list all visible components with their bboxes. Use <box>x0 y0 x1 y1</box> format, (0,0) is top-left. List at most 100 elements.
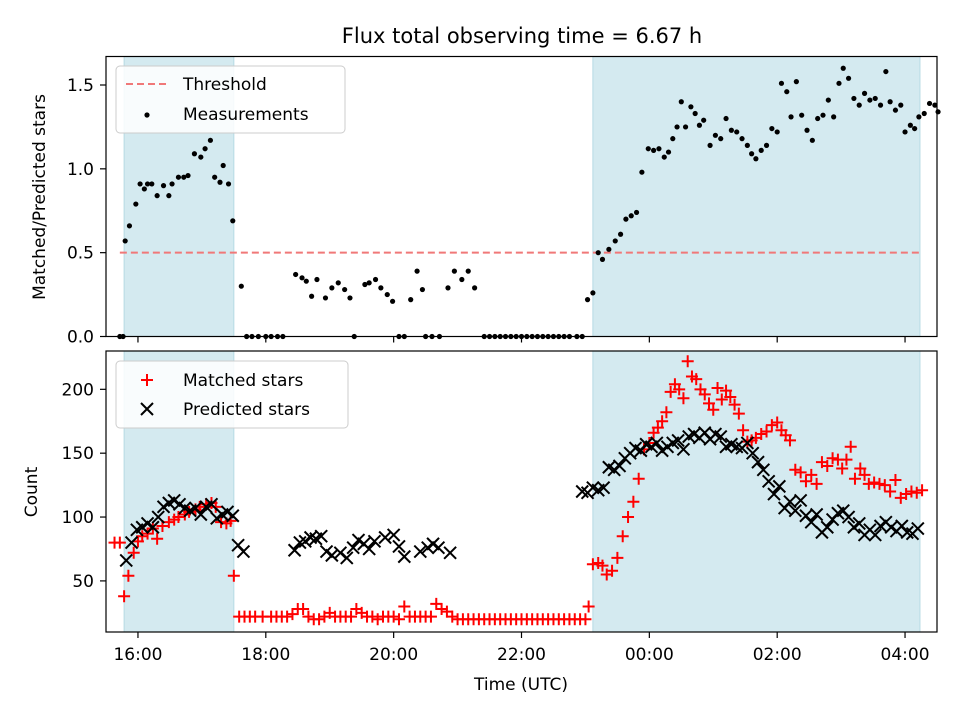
shaded-interval <box>592 350 921 633</box>
y-tick-label: 150 <box>62 444 94 464</box>
predicted-star-point <box>911 521 925 536</box>
measurement-point <box>820 112 826 118</box>
predicted-star-point <box>314 529 328 543</box>
matched-star-point <box>172 511 185 524</box>
measurement-point <box>230 218 236 224</box>
measurement-point <box>220 162 226 169</box>
measurement-point <box>314 276 320 283</box>
x-tick-label: 22:00 <box>497 645 546 665</box>
matched-star-point <box>771 416 784 429</box>
measurement-point <box>472 285 478 291</box>
matched-star-point <box>446 610 459 623</box>
measurement-point <box>299 275 305 281</box>
measurement-point <box>175 174 182 180</box>
measurement-point <box>678 99 684 105</box>
matched-star-point <box>690 373 703 386</box>
measurement-point <box>628 213 634 219</box>
matched-star-point <box>313 613 326 626</box>
matched-star-point <box>440 605 453 618</box>
matched-stars-series <box>108 355 929 626</box>
measurement-point <box>144 181 151 187</box>
matched-star-point <box>916 484 929 497</box>
matched-star-point <box>430 597 443 610</box>
measurement-point <box>623 216 629 222</box>
measurement-point <box>656 146 662 152</box>
matched-star-point <box>286 608 299 621</box>
predicted-star-point <box>676 442 691 457</box>
measurement-point <box>633 209 640 216</box>
bottom-panel: 50 100 150 200 16:00 18:00 20:00 22:00 00:00 02:… <box>22 350 938 695</box>
predicted-star-point <box>392 539 406 554</box>
predicted-star-point <box>443 546 457 560</box>
measurement-point <box>366 280 372 286</box>
measurement-point <box>902 129 908 135</box>
matched-star-point <box>656 415 669 428</box>
measurement-point <box>856 102 862 108</box>
measurement-point <box>309 293 315 299</box>
measurement-point <box>815 115 821 122</box>
legend-predicted-label: Predicted stars <box>183 400 310 420</box>
matched-star-point <box>765 419 778 432</box>
matched-star-point <box>392 613 405 626</box>
x-axis-label: Time (UTC) <box>473 675 568 695</box>
measurement-point <box>696 122 703 128</box>
x-tick-label: 02:00 <box>753 645 802 665</box>
measurement-point <box>718 136 724 142</box>
predicted-star-point <box>772 479 787 494</box>
bottom-shaded-intervals <box>123 350 921 633</box>
matched-star-point <box>371 613 384 626</box>
measurement-point <box>612 238 618 244</box>
measurement-point <box>181 174 187 180</box>
predicted-star-point <box>146 520 160 534</box>
matched-star-point <box>711 382 724 395</box>
measurement-point <box>734 129 740 135</box>
measurement-point <box>851 95 857 102</box>
measurement-point <box>645 146 651 152</box>
top-panel: 0.0 0.5 1.0 1.5 Matched/Predicted stars Thr… <box>30 55 941 348</box>
predicted-star-point <box>788 503 803 518</box>
measurement-point <box>867 97 873 103</box>
measurement-point <box>599 256 606 262</box>
top-y-axis-label: Matched/Predicted stars <box>30 94 50 300</box>
measurement-point <box>445 285 451 291</box>
predicted-star-point <box>868 528 882 542</box>
predicted-star-point <box>287 543 302 557</box>
measurement-point <box>606 246 612 252</box>
predicted-star-point <box>767 487 781 501</box>
matched-star-point <box>387 610 400 623</box>
predicted-star-point <box>841 510 856 524</box>
predicted-star-point <box>612 459 627 473</box>
measurement-point <box>465 268 471 274</box>
predicted-star-point <box>793 493 808 508</box>
measurement-point <box>935 109 941 115</box>
measurement-point <box>459 276 465 283</box>
matched-star-point <box>703 397 716 410</box>
measurement-point <box>763 142 770 148</box>
matched-star-point <box>122 569 135 582</box>
matched-star-point <box>760 425 773 438</box>
matched-star-point <box>910 486 923 499</box>
matched-star-point <box>698 388 711 401</box>
x-tick-label: 18:00 <box>241 645 290 665</box>
matched-star-point <box>281 610 294 623</box>
measurement-point <box>303 278 309 284</box>
matched-star-point <box>858 468 871 481</box>
measurement-point <box>831 114 837 120</box>
legend-threshold-label: Threshold <box>182 75 267 95</box>
matched-star-point <box>755 428 768 441</box>
measurement-point <box>665 149 672 155</box>
bottom-y-axis: 50 100 150 200 <box>62 380 106 592</box>
measurement-point <box>769 125 775 132</box>
measurement-point <box>774 129 780 135</box>
matched-star-point <box>805 468 818 481</box>
matched-star-point <box>162 516 175 529</box>
legend-measurements-label: Measurements <box>183 105 309 125</box>
measurement-point <box>384 291 390 298</box>
measurement-point <box>451 268 457 274</box>
top-y-axis: 0.0 0.5 1.0 1.5 <box>67 76 106 348</box>
predicted-star-point <box>397 549 412 564</box>
measurement-point <box>877 102 884 108</box>
predicted-star-point <box>852 516 866 531</box>
matched-star-point <box>783 434 796 447</box>
measurement-point <box>169 181 175 187</box>
